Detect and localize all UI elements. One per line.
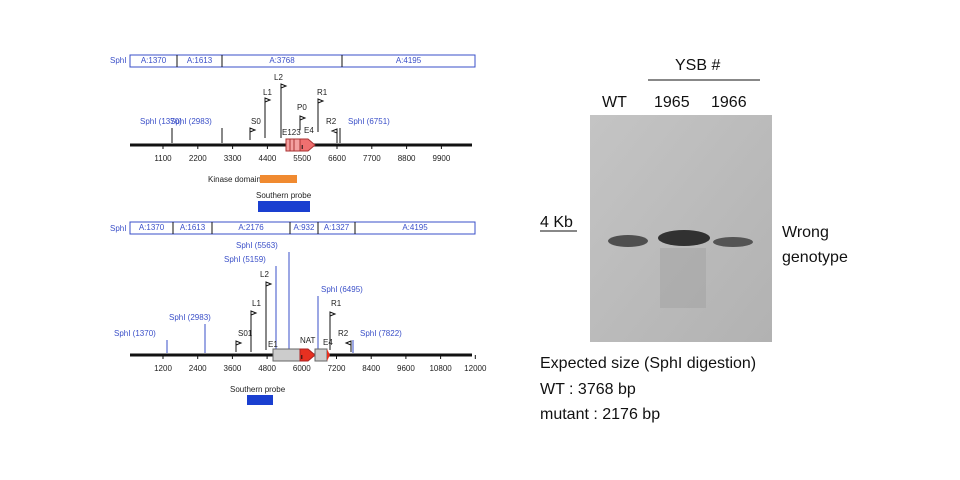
marker-label: 4 Kb [540, 214, 573, 231]
primer: L2 [260, 270, 269, 279]
site: SphI (6751) [348, 117, 390, 126]
fragment: A:932 [294, 223, 315, 232]
tick-label: 1100 [154, 154, 172, 163]
tick-label: 4800 [258, 364, 276, 373]
fragment-label: SphI [110, 224, 126, 233]
site: SphI (6495) [321, 285, 363, 294]
tick-label: 2400 [189, 364, 207, 373]
fragment: A:4195 [396, 56, 422, 65]
primer: S01 [238, 329, 253, 338]
fragment: A:3768 [269, 56, 295, 65]
southern-blot: YSB # WT 1965 1966 4 Kb Wrong genotype E… [540, 57, 848, 423]
fragment-label: SphI [110, 56, 126, 65]
exon: E4 [323, 338, 333, 347]
exon: NAT [300, 336, 316, 345]
site: SphI (1370) [114, 329, 156, 338]
fragment: A:1370 [139, 223, 165, 232]
probe-label: Southern probe [256, 191, 312, 200]
note: WT : 3768 bp [540, 381, 636, 398]
primer: R1 [331, 299, 342, 308]
lane-label: WT [602, 94, 627, 111]
tick-label: 1200 [154, 364, 172, 373]
probe-label: Southern probe [230, 385, 286, 394]
fragment: A:1327 [324, 223, 350, 232]
primer: R2 [338, 329, 349, 338]
tick-label: 9600 [397, 364, 415, 373]
tick-label: 5500 [293, 154, 311, 163]
primer: L2 [274, 73, 283, 82]
note: Expected size (SphI digestion) [540, 355, 756, 372]
site: SphI (2983) [170, 117, 212, 126]
lane-label: 1965 [654, 94, 690, 111]
site: SphI (5159) [224, 255, 266, 264]
primer: S0 [251, 117, 261, 126]
tick-label: 6600 [328, 154, 346, 163]
tick-label: 7200 [328, 364, 346, 373]
tick-label: 8800 [398, 154, 416, 163]
result: Wrong [782, 224, 829, 241]
exon: E1 [268, 340, 278, 349]
tick-label: 6000 [293, 364, 311, 373]
primer: L1 [263, 88, 272, 97]
kinase-label: Kinase domain [208, 175, 261, 184]
tick-label: 9900 [433, 154, 451, 163]
fragment: A:4195 [402, 223, 428, 232]
fragment: A:2176 [238, 223, 264, 232]
fragment: A:1613 [187, 56, 213, 65]
exon: E123 [282, 128, 301, 137]
primer: L1 [252, 299, 261, 308]
map-mutant: SphI SphI (1370) SphI (2983) SphI (5159)… [110, 221, 487, 405]
note: mutant : 2176 bp [540, 406, 660, 423]
fragment: A:1613 [180, 223, 206, 232]
fragment: A:1370 [141, 56, 167, 65]
group-label: YSB # [675, 57, 720, 74]
tick-label: 7700 [363, 154, 381, 163]
map-wt: SphI SphI (1370) SphI (2983) SphI (6751)… [110, 54, 476, 212]
tick-label: 10800 [429, 364, 452, 373]
result: genotype [782, 249, 848, 266]
tick-label: 4400 [259, 154, 277, 163]
primer: P0 [297, 103, 307, 112]
site: SphI (2983) [169, 313, 211, 322]
tick-label: 2200 [189, 154, 207, 163]
primer: R1 [317, 88, 328, 97]
site: SphI (7822) [360, 329, 402, 338]
tick-label: 3300 [224, 154, 242, 163]
tick-label: 8400 [362, 364, 380, 373]
exon: E4 [304, 126, 314, 135]
site: SphI (1370) [140, 117, 182, 126]
tick-label: 12000 [464, 364, 487, 373]
site: SphI (5563) [236, 241, 278, 250]
tick-label: 3600 [224, 364, 242, 373]
lane-label: 1966 [711, 94, 747, 111]
primer: R2 [326, 117, 337, 126]
